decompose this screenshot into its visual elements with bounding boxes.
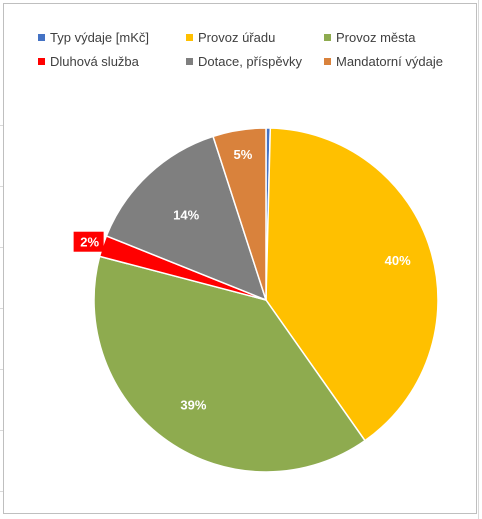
legend-label: Dluhová služba <box>50 54 139 69</box>
data-label: 40% <box>385 253 411 268</box>
legend-label: Provoz úřadu <box>198 30 276 45</box>
legend-entry-provoz-uradu: Provoz úřadu <box>186 30 275 46</box>
pie-slice[interactable] <box>265 127 439 442</box>
data-label: 39% <box>180 398 206 413</box>
pie-slice[interactable] <box>93 255 367 473</box>
legend-entry-typ-vydaje: Typ výdaje [mKč] <box>38 30 149 46</box>
legend-swatch <box>186 58 193 66</box>
legend-swatch <box>38 58 45 66</box>
legend-entry-provoz-mesta: Provoz města <box>324 30 415 46</box>
legend-swatch <box>186 34 193 42</box>
legend-entry-dotace: Dotace, příspěvky <box>186 54 302 70</box>
data-label: 14% <box>173 207 199 222</box>
legend-label: Typ výdaje [mKč] <box>50 30 149 45</box>
sheet-column-border <box>478 0 479 519</box>
data-label: 2% <box>80 235 99 250</box>
legend-entry-dluhova-sluzba: Dluhová služba <box>38 54 139 70</box>
legend-swatch <box>38 34 45 42</box>
legend-label: Mandatorní výdaje <box>336 54 443 69</box>
legend-swatch <box>324 34 331 42</box>
legend-entry-mandatorni-vydaje: Mandatorní výdaje <box>324 54 443 70</box>
legend-label: Dotace, příspěvky <box>198 54 303 69</box>
sheet-gridlines <box>0 0 3 519</box>
data-label-box <box>73 231 104 252</box>
legend-label: Provoz města <box>336 30 416 45</box>
data-label: 5% <box>234 147 253 162</box>
legend-swatch <box>324 58 331 66</box>
pie-slice[interactable] <box>212 127 267 301</box>
